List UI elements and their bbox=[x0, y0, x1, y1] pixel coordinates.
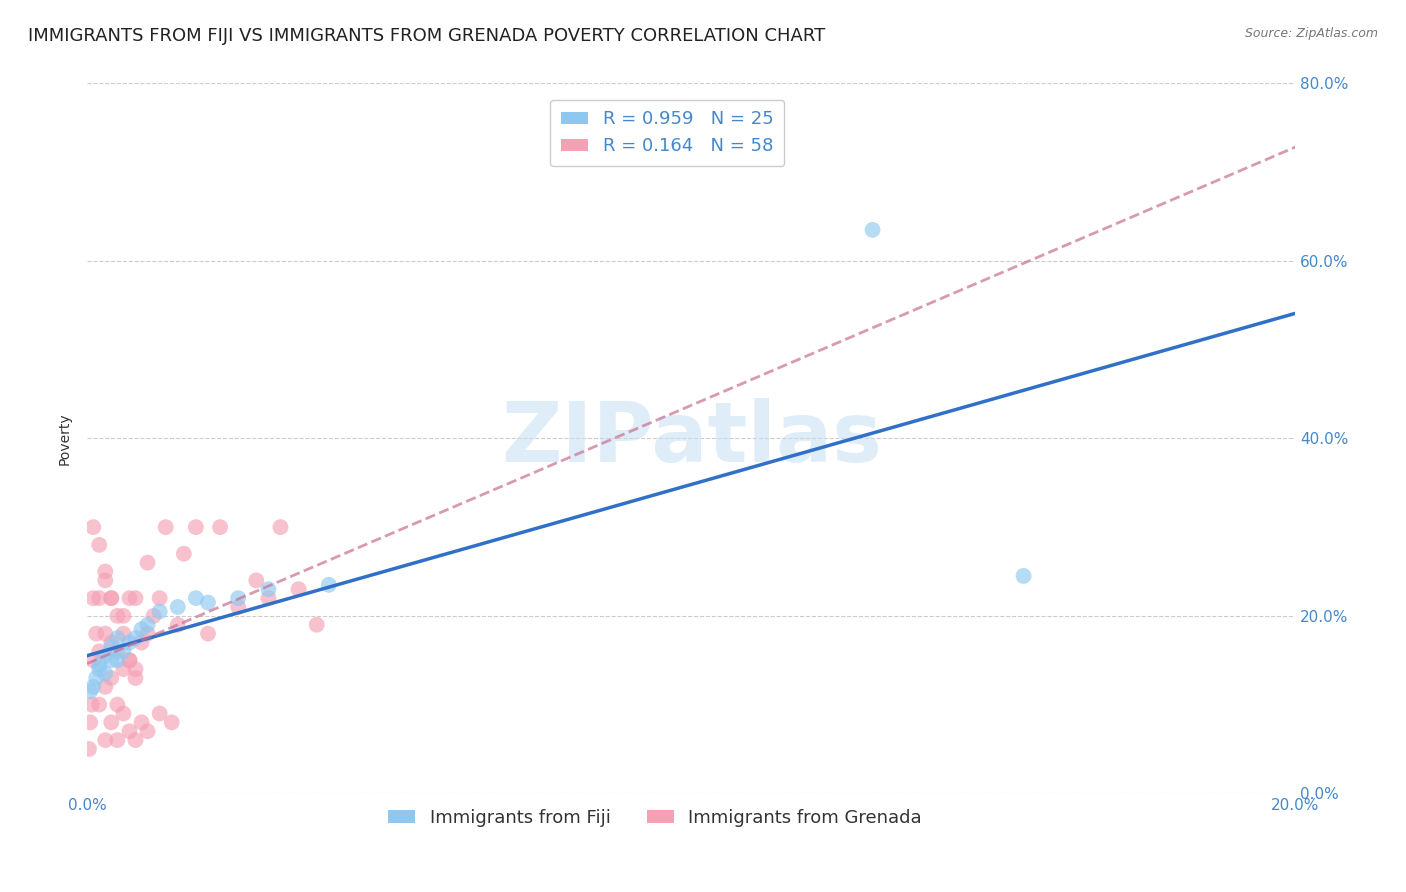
Point bbox=[89, 591, 111, 606]
Point bbox=[118, 724, 141, 739]
Point bbox=[131, 635, 153, 649]
Point bbox=[89, 698, 111, 712]
Point bbox=[318, 578, 340, 592]
Point bbox=[166, 599, 188, 614]
Point bbox=[166, 617, 188, 632]
Point bbox=[118, 591, 141, 606]
Point bbox=[131, 622, 153, 636]
Point bbox=[105, 653, 128, 667]
Point bbox=[112, 706, 135, 721]
Point bbox=[112, 626, 135, 640]
Point bbox=[136, 617, 159, 632]
Point bbox=[82, 520, 104, 534]
Point bbox=[184, 520, 207, 534]
Point bbox=[149, 706, 172, 721]
Point bbox=[257, 591, 280, 606]
Point bbox=[100, 591, 122, 606]
Point bbox=[94, 666, 117, 681]
Point bbox=[79, 684, 101, 698]
Point bbox=[136, 626, 159, 640]
Point bbox=[89, 538, 111, 552]
Point bbox=[84, 626, 107, 640]
Point bbox=[149, 591, 172, 606]
Point bbox=[124, 631, 146, 645]
Point bbox=[94, 626, 117, 640]
Point bbox=[209, 520, 232, 534]
Point bbox=[160, 715, 183, 730]
Point bbox=[100, 635, 122, 649]
Y-axis label: Poverty: Poverty bbox=[58, 412, 72, 465]
Point bbox=[94, 733, 117, 747]
Point bbox=[124, 662, 146, 676]
Point bbox=[257, 582, 280, 597]
Point bbox=[80, 698, 103, 712]
Point bbox=[155, 520, 177, 534]
Point bbox=[105, 608, 128, 623]
Point bbox=[226, 591, 249, 606]
Point bbox=[197, 626, 219, 640]
Text: Source: ZipAtlas.com: Source: ZipAtlas.com bbox=[1244, 27, 1378, 40]
Point bbox=[118, 653, 141, 667]
Point bbox=[94, 680, 117, 694]
Point bbox=[136, 724, 159, 739]
Point bbox=[1012, 569, 1035, 583]
Point bbox=[105, 631, 128, 645]
Point bbox=[124, 733, 146, 747]
Point bbox=[149, 604, 172, 618]
Point bbox=[89, 644, 111, 658]
Point bbox=[100, 671, 122, 685]
Point bbox=[94, 565, 117, 579]
Point bbox=[100, 715, 122, 730]
Point bbox=[197, 596, 219, 610]
Point bbox=[862, 223, 884, 237]
Point bbox=[124, 591, 146, 606]
Point bbox=[305, 617, 328, 632]
Point bbox=[112, 662, 135, 676]
Point bbox=[226, 599, 249, 614]
Point bbox=[89, 662, 111, 676]
Point bbox=[269, 520, 291, 534]
Point bbox=[173, 547, 195, 561]
Point bbox=[142, 608, 165, 623]
Point bbox=[82, 591, 104, 606]
Point bbox=[82, 653, 104, 667]
Point bbox=[105, 733, 128, 747]
Text: ZIPatlas: ZIPatlas bbox=[501, 398, 882, 479]
Point bbox=[245, 574, 267, 588]
Point bbox=[89, 657, 111, 672]
Point bbox=[131, 715, 153, 730]
Point bbox=[94, 648, 117, 663]
Point bbox=[118, 635, 141, 649]
Point bbox=[100, 591, 122, 606]
Point bbox=[100, 640, 122, 654]
Point bbox=[100, 653, 122, 667]
Point bbox=[79, 715, 101, 730]
Point bbox=[84, 671, 107, 685]
Point bbox=[118, 653, 141, 667]
Point bbox=[184, 591, 207, 606]
Point bbox=[82, 680, 104, 694]
Point bbox=[77, 742, 100, 756]
Point bbox=[112, 644, 135, 658]
Text: IMMIGRANTS FROM FIJI VS IMMIGRANTS FROM GRENADA POVERTY CORRELATION CHART: IMMIGRANTS FROM FIJI VS IMMIGRANTS FROM … bbox=[28, 27, 825, 45]
Point bbox=[287, 582, 309, 597]
Point bbox=[112, 608, 135, 623]
Point bbox=[105, 644, 128, 658]
Point bbox=[124, 671, 146, 685]
Point bbox=[136, 556, 159, 570]
Point bbox=[105, 698, 128, 712]
Legend: Immigrants from Fiji, Immigrants from Grenada: Immigrants from Fiji, Immigrants from Gr… bbox=[381, 802, 929, 834]
Point bbox=[94, 574, 117, 588]
